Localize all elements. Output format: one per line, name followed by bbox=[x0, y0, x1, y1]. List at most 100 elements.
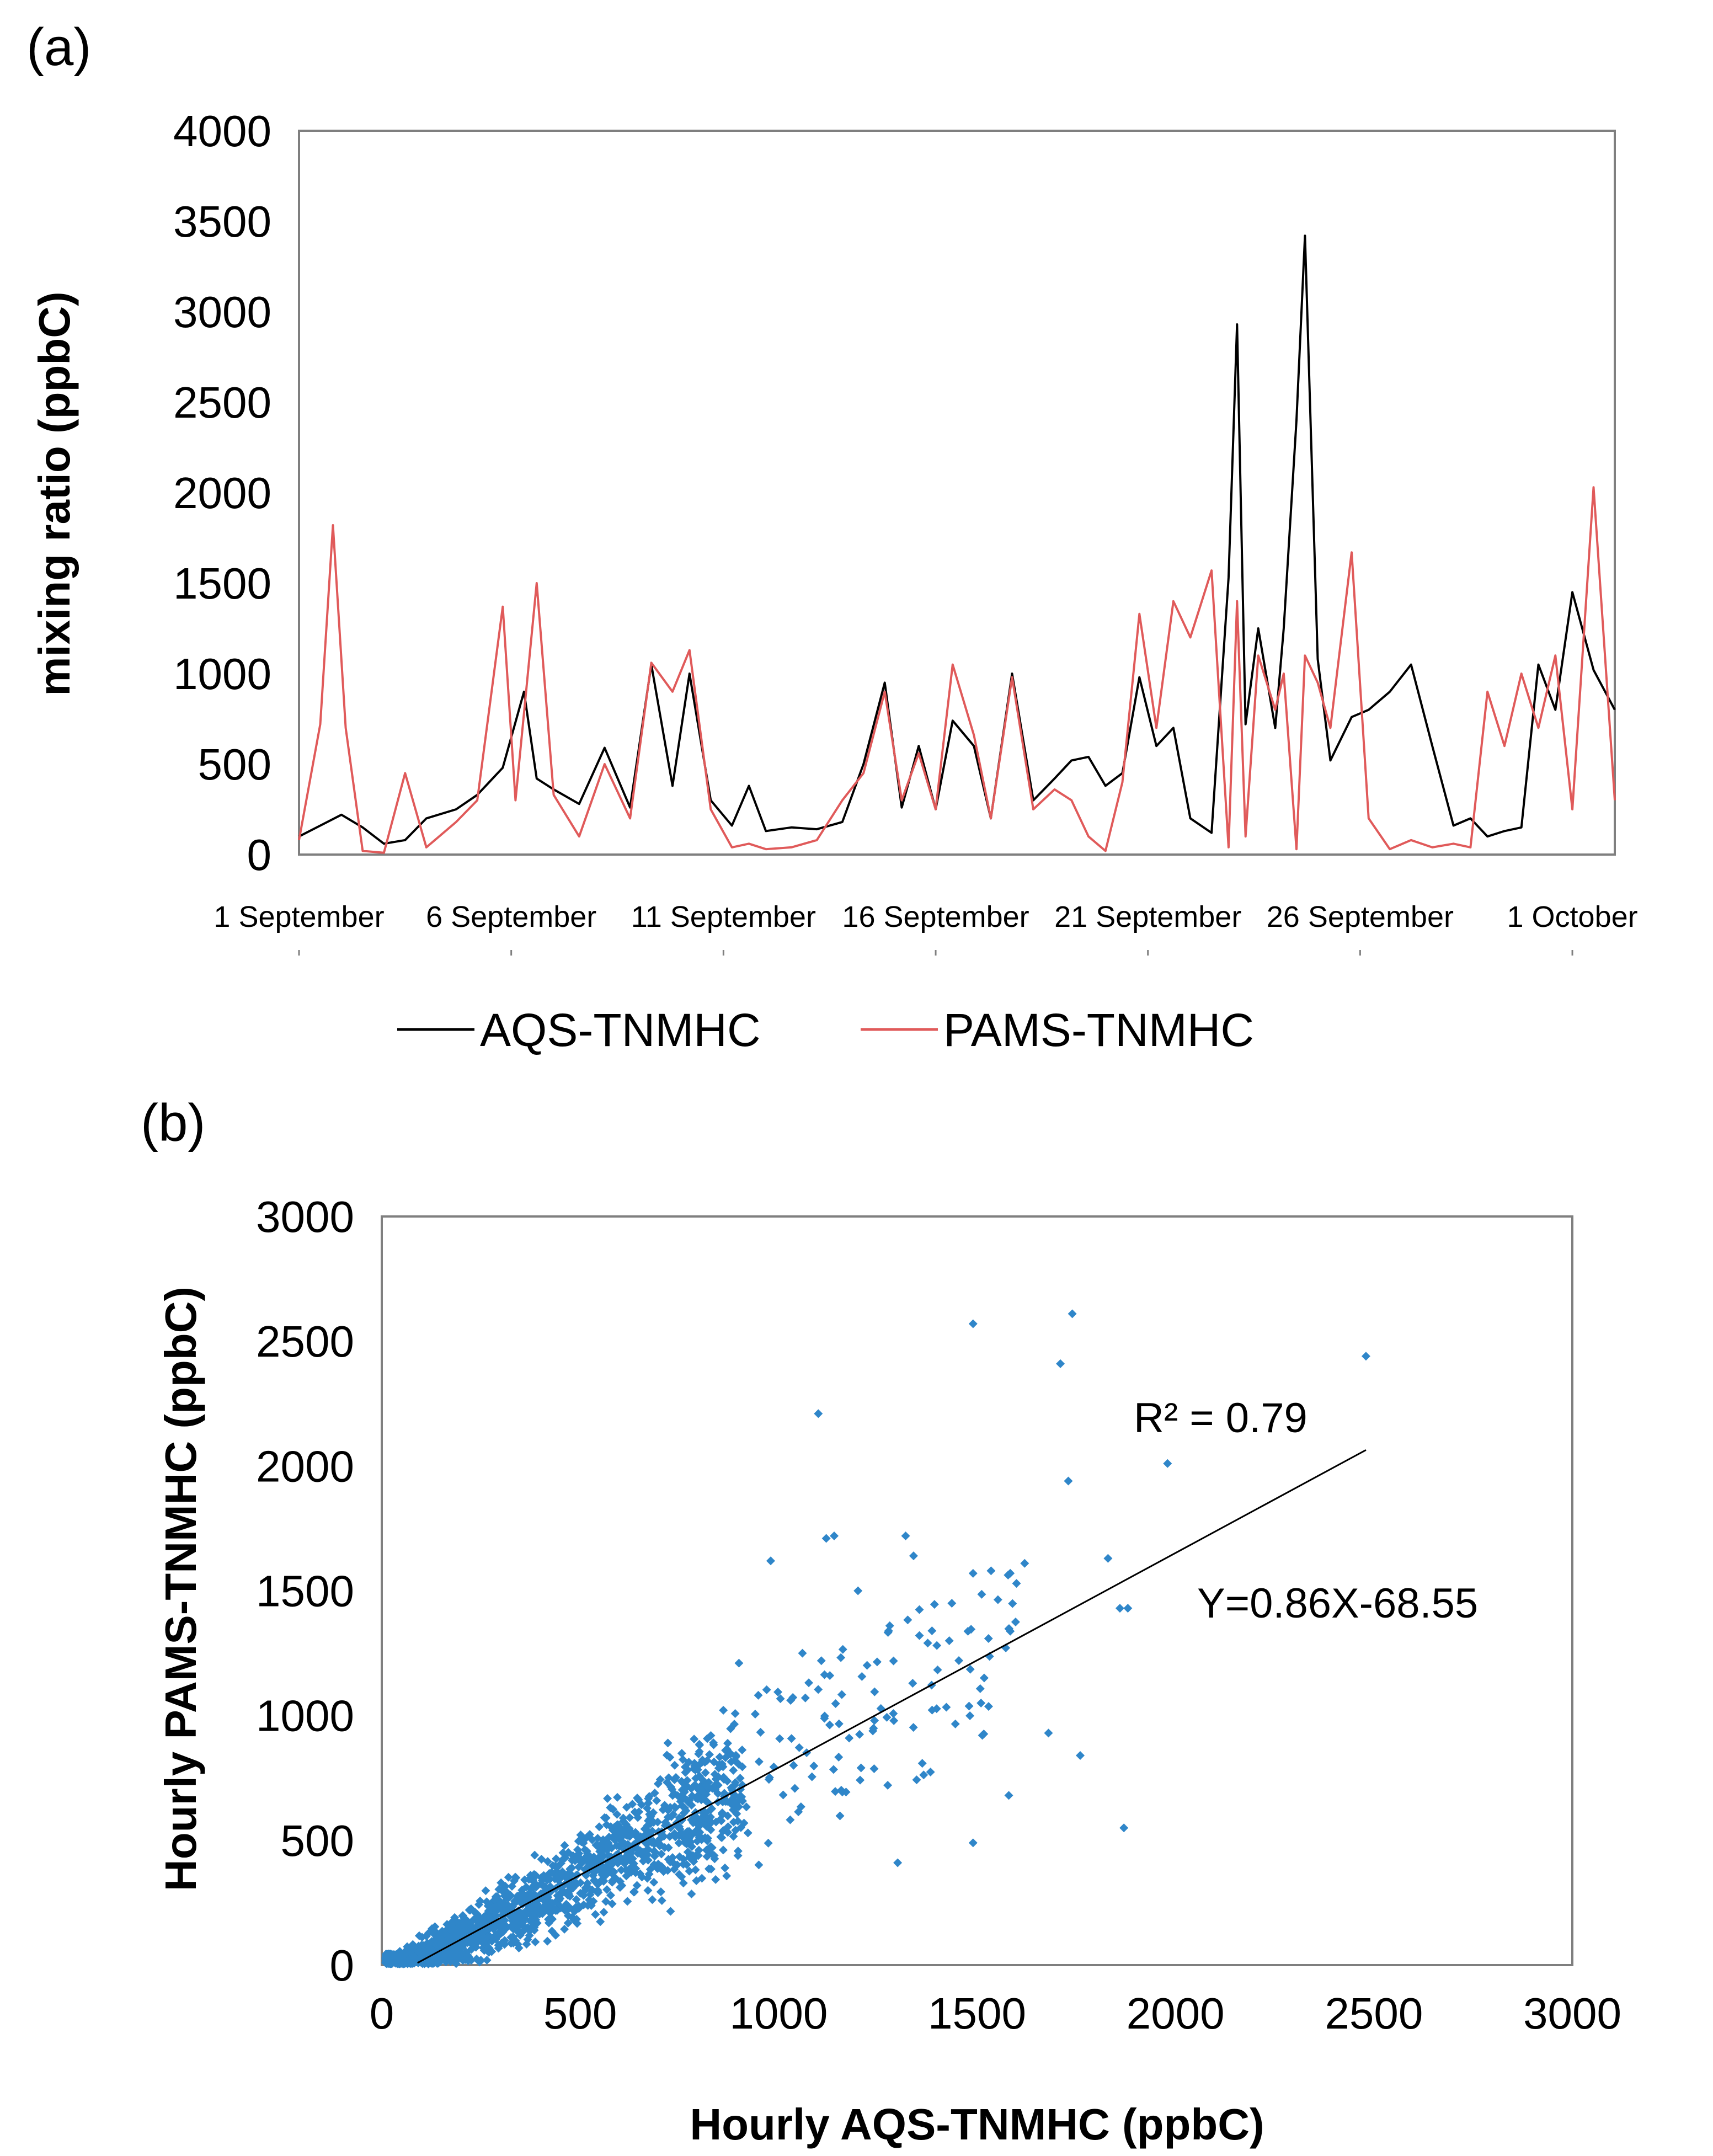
chart-a-y-tick-label: 1000 bbox=[173, 649, 271, 698]
scatter-point bbox=[543, 1936, 552, 1946]
scatter-point bbox=[599, 1908, 609, 1917]
annotation-r-squared: R² = 0.79 bbox=[1134, 1395, 1308, 1442]
chart-b-x-tick-label: 2500 bbox=[1325, 1989, 1423, 2038]
scatter-point bbox=[932, 1641, 942, 1650]
scatter-point bbox=[655, 1863, 665, 1872]
scatter-point bbox=[762, 1685, 771, 1694]
scatter-point bbox=[398, 1949, 407, 1958]
scatter-point bbox=[447, 1931, 457, 1940]
scatter-point bbox=[643, 1845, 653, 1854]
scatter-point bbox=[965, 1711, 975, 1721]
scatter-point bbox=[514, 1921, 524, 1930]
scatter-point bbox=[691, 1865, 700, 1875]
chart-b-x-tick-label: 500 bbox=[543, 1989, 617, 2038]
chart-b-y-tick-label: 0 bbox=[330, 1941, 355, 1990]
scatter-point bbox=[790, 1784, 799, 1793]
scatter-point bbox=[794, 1743, 804, 1752]
scatter-point bbox=[1008, 1599, 1017, 1608]
scatter-point bbox=[604, 1832, 613, 1842]
scatter-point bbox=[1115, 1604, 1124, 1613]
scatter-point bbox=[563, 1918, 573, 1928]
scatter-point bbox=[889, 1709, 898, 1719]
chart-b-y-tick-label: 2000 bbox=[256, 1442, 354, 1491]
scatter-point bbox=[732, 1809, 741, 1818]
scatter-point bbox=[687, 1791, 697, 1801]
scatter-point bbox=[482, 1956, 492, 1965]
scatter-point bbox=[562, 1870, 572, 1880]
scatter-point bbox=[474, 1919, 484, 1929]
scatter-point bbox=[979, 1730, 989, 1739]
scatter-point bbox=[829, 1765, 838, 1774]
scatter-point bbox=[606, 1822, 616, 1831]
scatter-point bbox=[471, 1939, 481, 1949]
scatter-point bbox=[741, 1802, 751, 1812]
scatter-point bbox=[563, 1911, 573, 1920]
scatter-point bbox=[917, 1759, 927, 1768]
legend-pams-label: PAMS-TNMHC bbox=[943, 1004, 1254, 1056]
scatter-point bbox=[617, 1837, 626, 1846]
scatter-point bbox=[723, 1811, 733, 1821]
scatter-point bbox=[754, 1757, 764, 1767]
scatter-point bbox=[446, 1957, 455, 1966]
scatter-point bbox=[596, 1917, 605, 1926]
scatter-point bbox=[739, 1818, 749, 1828]
scatter-point bbox=[621, 1865, 631, 1875]
scatter-point bbox=[787, 1734, 796, 1743]
scatter-point bbox=[696, 1785, 706, 1794]
scatter-point bbox=[617, 1865, 626, 1875]
scatter-point bbox=[560, 1841, 569, 1850]
scatter-point bbox=[817, 1656, 826, 1666]
scatter-point bbox=[709, 1851, 719, 1860]
scatter-point bbox=[661, 1818, 670, 1827]
scatter-point bbox=[674, 1870, 684, 1879]
scatter-point bbox=[622, 1802, 631, 1812]
scatter-point bbox=[862, 1661, 872, 1670]
scatter-point bbox=[593, 1834, 602, 1843]
scatter-point bbox=[644, 1792, 654, 1801]
scatter-point bbox=[625, 1813, 634, 1822]
scatter-point bbox=[889, 1716, 899, 1725]
chart-a-y-tick-label: 3500 bbox=[173, 197, 271, 246]
scatter-point bbox=[676, 1797, 685, 1806]
scatter-point bbox=[882, 1712, 892, 1722]
scatter-point bbox=[656, 1840, 665, 1850]
scatter-point bbox=[901, 1531, 910, 1540]
chart-a-y-tick-label: 0 bbox=[247, 830, 272, 879]
chart-a-y-tick-label: 2000 bbox=[173, 468, 271, 517]
scatter-point bbox=[494, 1930, 504, 1940]
scatter-point bbox=[926, 1768, 935, 1777]
scatter-point bbox=[548, 1914, 557, 1924]
chart-a-x-tick-label: 1 October bbox=[1507, 900, 1638, 933]
scatter-point bbox=[616, 1877, 625, 1886]
scatter-point bbox=[623, 1840, 633, 1849]
chart-b-y-tick-label: 1500 bbox=[256, 1567, 354, 1616]
scatter-point bbox=[633, 1813, 643, 1822]
scatter-point bbox=[714, 1764, 723, 1773]
scatter-point bbox=[431, 1940, 440, 1950]
scatter-point bbox=[923, 1639, 932, 1648]
scatter-point bbox=[977, 1589, 986, 1599]
scatter-point bbox=[634, 1807, 644, 1817]
chart-b-x-tick-label: 2000 bbox=[1127, 1989, 1225, 2038]
scatter-point bbox=[903, 1615, 912, 1625]
scatter-point bbox=[644, 1816, 653, 1826]
scatter-point bbox=[666, 1907, 675, 1916]
scatter-point bbox=[503, 1900, 513, 1909]
scatter-point bbox=[583, 1849, 592, 1859]
chart-a-x-tick-label: 11 September bbox=[631, 900, 816, 933]
scatter-point bbox=[773, 1687, 783, 1696]
scatter-point bbox=[721, 1863, 730, 1872]
scatter-point bbox=[836, 1653, 846, 1662]
scatter-point bbox=[883, 1780, 893, 1790]
scatter-point bbox=[691, 1774, 701, 1783]
scatter-point bbox=[621, 1830, 630, 1839]
scatter-point bbox=[497, 1886, 506, 1895]
scatter-point bbox=[510, 1876, 519, 1886]
scatter-point bbox=[1119, 1823, 1129, 1833]
scatter-point bbox=[979, 1673, 989, 1683]
scatter-point bbox=[612, 1810, 622, 1819]
scatter-point bbox=[1123, 1604, 1133, 1613]
scatter-point bbox=[968, 1568, 978, 1578]
scatter-point bbox=[671, 1803, 680, 1812]
scatter-point bbox=[709, 1740, 718, 1749]
